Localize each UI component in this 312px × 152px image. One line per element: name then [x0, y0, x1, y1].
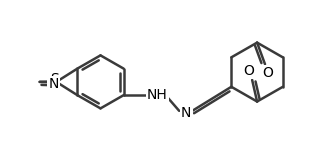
Text: O: O	[263, 66, 273, 80]
Text: N: N	[181, 106, 191, 120]
Text: S: S	[50, 73, 59, 86]
Text: O: O	[244, 64, 255, 78]
Text: NH: NH	[147, 88, 168, 102]
Text: N: N	[48, 77, 59, 91]
